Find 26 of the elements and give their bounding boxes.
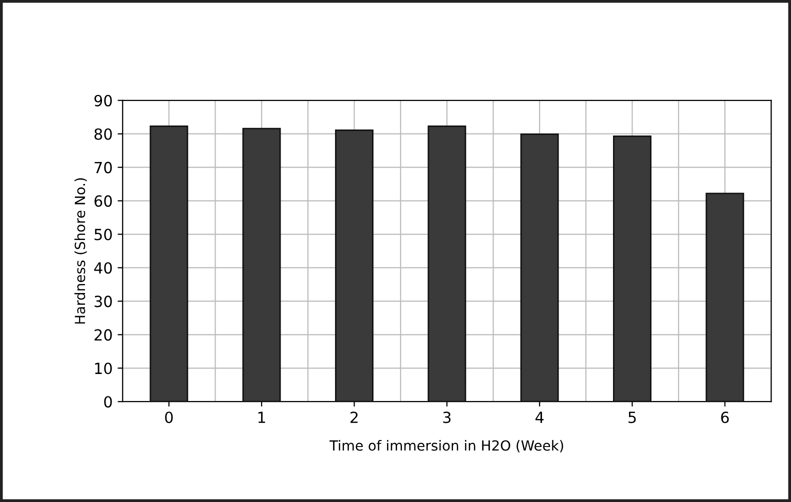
y-tick-label: 40 bbox=[94, 262, 112, 274]
x-tick-label: 0 bbox=[165, 412, 173, 424]
bar bbox=[242, 128, 281, 402]
y-tick-label: 60 bbox=[94, 195, 112, 207]
bar bbox=[520, 134, 559, 402]
y-tick-label: 80 bbox=[94, 128, 112, 140]
y-tick-label: 10 bbox=[95, 362, 112, 374]
y-tick-label: 90 bbox=[94, 94, 112, 106]
x-tick-label: 3 bbox=[443, 412, 451, 424]
bar bbox=[335, 129, 374, 402]
x-tick-label: 2 bbox=[350, 412, 358, 423]
bar bbox=[428, 125, 466, 402]
x-tick-label: 4 bbox=[535, 412, 544, 423]
y-tick-label: 70 bbox=[94, 162, 112, 174]
y-axis-title: Hardness (Shore No.) bbox=[74, 178, 87, 324]
x-tick-label: 5 bbox=[628, 412, 636, 424]
x-tick-label: 6 bbox=[721, 412, 729, 424]
y-tick-label: 0 bbox=[104, 396, 112, 408]
y-tick-label: 20 bbox=[94, 329, 112, 341]
x-axis-title: Time of immersion in H2O (Week) bbox=[329, 440, 564, 452]
y-tick-label: 30 bbox=[94, 296, 112, 308]
x-tick-label: 1 bbox=[258, 412, 266, 423]
bar bbox=[613, 136, 652, 402]
bar bbox=[150, 125, 188, 402]
bar bbox=[706, 192, 744, 402]
y-tick-label: 50 bbox=[94, 228, 112, 240]
